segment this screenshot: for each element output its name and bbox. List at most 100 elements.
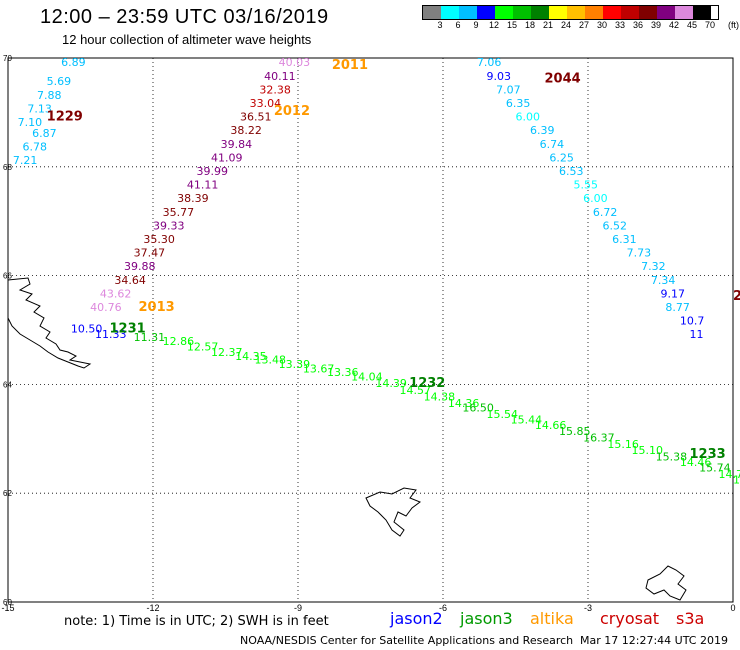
color-legend: 3 6 9 12 15 18 21 24 27 30 33 36 39 42 45 70 (ft) <box>422 5 739 30</box>
wave-height-label: 7.13 <box>27 102 52 115</box>
wave-height-label: 14.39 <box>375 377 407 390</box>
legend-tick: 18 <box>524 20 535 30</box>
wave-height-label: 13.36 <box>327 366 359 379</box>
wave-height-label: 14.66 <box>535 419 567 432</box>
pass-time-label: 1229 <box>47 110 83 125</box>
wave-height-label: 6.87 <box>32 127 57 140</box>
wave-height-label: 12.86 <box>163 335 195 348</box>
faroe-islands <box>365 487 422 537</box>
wave-height-label: 11.31 <box>134 331 166 344</box>
wave-height-label: 6.00 <box>583 192 608 205</box>
wave-height-label: 9.17 <box>661 287 686 300</box>
legend-swatch <box>675 6 693 19</box>
legend-tick: 45 <box>686 20 697 30</box>
wave-height-label: 12.57 <box>187 341 219 354</box>
legend-tick: 15 <box>506 20 517 30</box>
legend-swatch <box>441 6 459 19</box>
wave-height-label: 35.77 <box>163 206 195 219</box>
legend-tick: 3 <box>437 20 443 30</box>
wave-height-label: 8.77 <box>665 301 690 314</box>
wave-height-label: 12.37 <box>211 346 243 359</box>
legend-swatch <box>567 6 585 19</box>
legend-swatch <box>459 6 477 19</box>
coastlines <box>7 277 687 601</box>
pass-time-label: 2013 <box>139 300 175 315</box>
legend-swatch <box>693 6 711 19</box>
wave-height-label: 15.85 <box>559 425 591 438</box>
wave-height-label: 7.10 <box>18 116 42 129</box>
wave-height-label: 40.11 <box>264 70 296 83</box>
legend-swatch <box>513 6 531 19</box>
pass-time-label: 2044 <box>545 71 581 86</box>
lat-tick-label: 66 <box>3 272 12 281</box>
wave-height-label: 39.99 <box>197 165 229 178</box>
iceland-coast <box>7 277 92 369</box>
wave-height-label: 37.47 <box>134 247 166 260</box>
wave-height-label: 15.54 <box>487 408 519 421</box>
wave-height-label: 14.77 <box>719 468 740 481</box>
legend-tick: 42 <box>668 20 679 30</box>
legend-s3a: s3a <box>676 609 705 628</box>
footer-note: note: 1) Time is in UTC; 2) SWH is in fe… <box>64 614 329 629</box>
wave-height-label: 14.57 <box>400 384 432 397</box>
footer-credit: NOAA/NESDIS Center for Satellite Applica… <box>240 634 574 647</box>
legend-tick: 36 <box>632 20 643 30</box>
pass-time-label: 2011 <box>332 58 368 73</box>
legend-tick: 39 <box>650 20 661 30</box>
pass-time-label: 2012 <box>274 104 310 119</box>
legend-tick: 70 <box>704 20 715 30</box>
legend-swatch <box>657 6 675 19</box>
wave-height-label: 39.33 <box>153 219 185 232</box>
legend-swatch <box>549 6 567 19</box>
wave-height-label: 14.38 <box>424 391 456 404</box>
wave-height-label: 13.48 <box>255 354 287 367</box>
lon-tick-label: -15 <box>1 603 14 613</box>
legend-tick: 12 <box>488 20 499 30</box>
legend-tick: 6 <box>455 20 461 30</box>
lon-tick-label: -12 <box>146 603 159 613</box>
legend-tick: 21 <box>542 20 553 30</box>
legend-swatch <box>585 6 603 19</box>
wave-height-label: 6.72 <box>593 206 618 219</box>
pass-time-label: 2 <box>733 289 740 304</box>
legend-tick: 33 <box>614 20 625 30</box>
wave-height-label: 14.54 <box>733 473 740 486</box>
lon-tick-label: -9 <box>294 603 302 613</box>
wave-height-label: 32.38 <box>259 83 291 96</box>
wave-height-label: 33.04 <box>250 97 282 110</box>
page-title: 12:00 – 23:59 UTC 03/16/2019 <box>40 6 329 28</box>
wave-height-label: 6.31 <box>612 233 637 246</box>
legend-tick: 30 <box>596 20 607 30</box>
lon-tick-label: 0 <box>730 603 735 613</box>
wave-height-label: 5.69 <box>47 75 72 88</box>
wave-height-label: 6.39 <box>530 124 555 137</box>
wave-height-label: 7.07 <box>496 83 520 96</box>
pass-time-label: 1232 <box>409 376 445 391</box>
legend-jason2: jason2 <box>390 609 443 628</box>
wave-height-label: 43.62 <box>100 287 132 300</box>
wave-height-label: 6.35 <box>506 97 531 110</box>
pass-time-labels: 1229 2012 2011 2013 2044 2 1231 1232 1233 <box>47 58 740 462</box>
legend-swatches <box>422 5 719 20</box>
wave-height-label: 14.35 <box>235 350 267 363</box>
wave-height-label: 40.76 <box>90 301 122 314</box>
wave-height-label: 15.74 <box>699 461 731 474</box>
legend-jason3: jason3 <box>460 609 513 628</box>
lon-tick-label: -3 <box>584 603 592 613</box>
wave-height-label: 14.04 <box>351 371 383 384</box>
legend-cryosat: cryosat <box>600 609 660 628</box>
wave-height-label: 6.89 <box>61 56 86 69</box>
wave-height-label: 10.50 <box>71 323 103 336</box>
wave-height-label: 41.11 <box>187 179 219 192</box>
legend-tick: 27 <box>578 20 589 30</box>
lat-tick-label: 64 <box>3 380 12 389</box>
legend-swatch <box>621 6 639 19</box>
wave-height-label: 16.50 <box>462 402 494 415</box>
wave-height-label: 6.78 <box>23 140 48 153</box>
wave-height-label: 6.74 <box>540 138 565 151</box>
page-subtitle: 12 hour collection of altimeter wave hei… <box>62 32 312 47</box>
wave-height-label: 7.88 <box>37 89 62 102</box>
wave-height-label: 13.67 <box>303 362 335 375</box>
wave-height-label: 38.39 <box>177 192 209 205</box>
legend-tick: 9 <box>473 20 479 30</box>
